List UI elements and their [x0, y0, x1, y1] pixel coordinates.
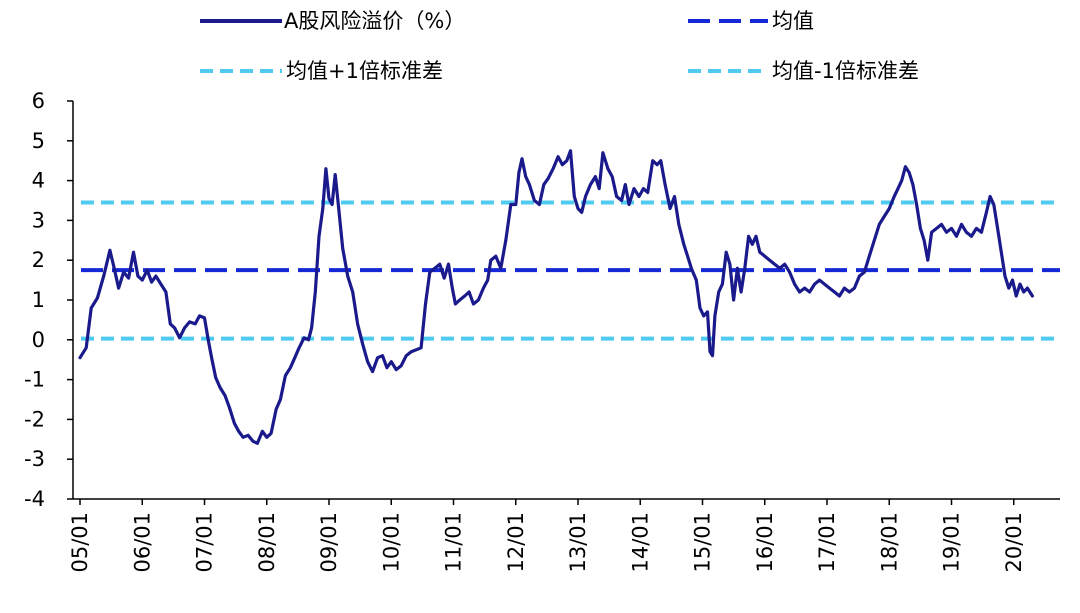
series — [78, 149, 1035, 445]
x-tick-label: 09/01 — [317, 512, 341, 573]
y-tick-label: 6 — [32, 89, 45, 113]
legend-label-risk-premium: A股风险溢价（%） — [284, 9, 465, 33]
y-tick-label: 2 — [32, 248, 45, 272]
y-tick-label: -2 — [24, 407, 45, 431]
x-tick-label: 12/01 — [504, 512, 528, 573]
y-tick-label: 3 — [32, 208, 45, 232]
legend-label-mean: 均值 — [772, 9, 814, 33]
y-tick-label: 5 — [32, 129, 45, 153]
y-tick-label: -4 — [24, 487, 45, 511]
x-tick-label: 19/01 — [940, 512, 964, 573]
x-tick-label: 14/01 — [628, 512, 652, 573]
y-tick-label: 4 — [32, 169, 45, 193]
x-tick-label: 20/01 — [1002, 512, 1026, 573]
y-tick-label: 1 — [32, 288, 45, 312]
x-tick-label: 10/01 — [379, 512, 403, 573]
x-tick-label: 17/01 — [815, 512, 839, 573]
x-tick-label: 07/01 — [193, 512, 217, 573]
x-tick-label: 13/01 — [566, 512, 590, 573]
y-tick-label: -3 — [24, 447, 45, 471]
risk-premium-line — [78, 149, 1035, 445]
reference-lines — [81, 200, 1060, 341]
y-tick-label: 0 — [32, 328, 45, 352]
legend-label-mean-minus-std: 均值-1倍标准差 — [772, 59, 919, 83]
legend: A股风险溢价（%） 均值 均值+1倍标准差 均值-1倍标准差 — [200, 9, 919, 83]
x-tick-label: 16/01 — [753, 512, 777, 573]
x-tick-label: 08/01 — [255, 512, 279, 573]
y-tick-label: -1 — [24, 368, 45, 392]
x-tick-label: 05/01 — [68, 512, 92, 573]
legend-label-mean-plus-std: 均值+1倍标准差 — [286, 59, 443, 83]
x-tick-label: 18/01 — [877, 512, 901, 573]
x-tick-label: 06/01 — [130, 512, 154, 573]
x-tick-label: 15/01 — [691, 512, 715, 573]
x-tick-label: 11/01 — [442, 512, 466, 573]
axes: 6 5 4 3 2 1 0 -1 -2 -3 -4 05/01 06/01 07/01 08/01 09/01… — [24, 89, 1060, 573]
